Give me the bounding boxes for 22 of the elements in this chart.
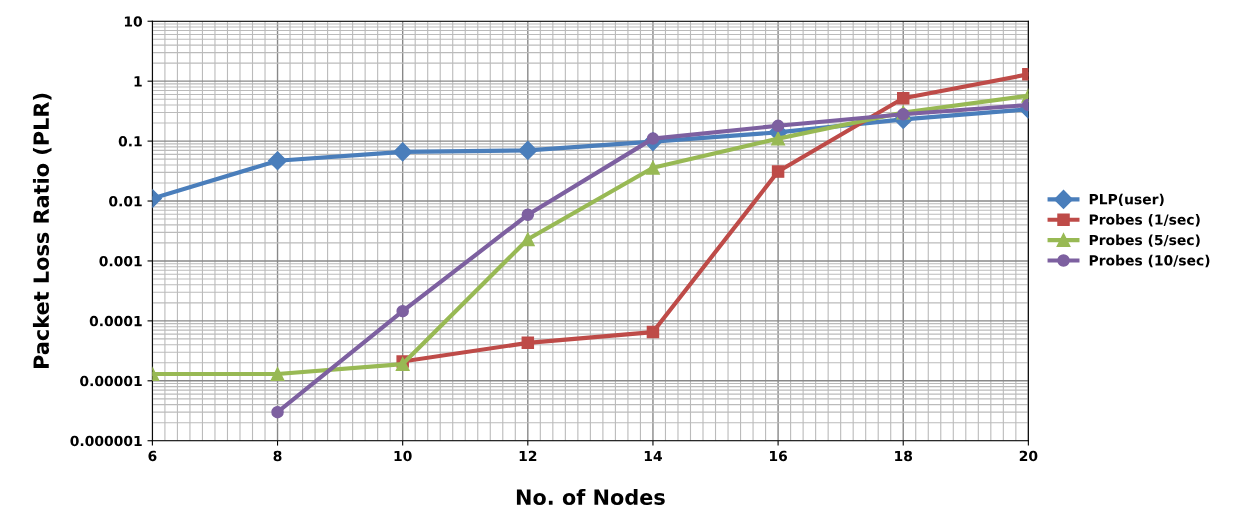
y-tick-label: 0.00001 bbox=[80, 375, 142, 387]
x-tick-label: 8 bbox=[273, 450, 282, 462]
x-tick-label: 6 bbox=[148, 450, 157, 462]
x-tick-label: 16 bbox=[770, 450, 788, 462]
legend-label: PLP(user) bbox=[1089, 193, 1164, 207]
y-tick-label: 0.000001 bbox=[70, 435, 142, 447]
x-tick-label: 18 bbox=[895, 450, 913, 462]
y-tick-label: 0.001 bbox=[99, 255, 142, 267]
legend-label: Probes (10/sec) bbox=[1089, 254, 1210, 268]
y-axis-title: Packet Loss Ratio (PLR) bbox=[32, 93, 52, 368]
x-axis-title: No. of Nodes bbox=[516, 488, 665, 506]
x-tick-label: 20 bbox=[1019, 450, 1038, 462]
y-tick-label: 0.0001 bbox=[89, 315, 142, 327]
legend-label: Probes (5/sec) bbox=[1089, 234, 1200, 247]
y-tick-label: 0.01 bbox=[109, 195, 142, 207]
y-tick-label: 0.1 bbox=[118, 136, 142, 147]
x-tick-label: 10 bbox=[394, 450, 412, 462]
x-tick-label: 12 bbox=[519, 450, 537, 462]
y-tick-label: 1 bbox=[134, 76, 142, 87]
legend-label: Probes (1/sec) bbox=[1089, 214, 1200, 227]
y-tick-label: 10 bbox=[124, 16, 143, 27]
x-tick-label: 14 bbox=[644, 450, 662, 462]
